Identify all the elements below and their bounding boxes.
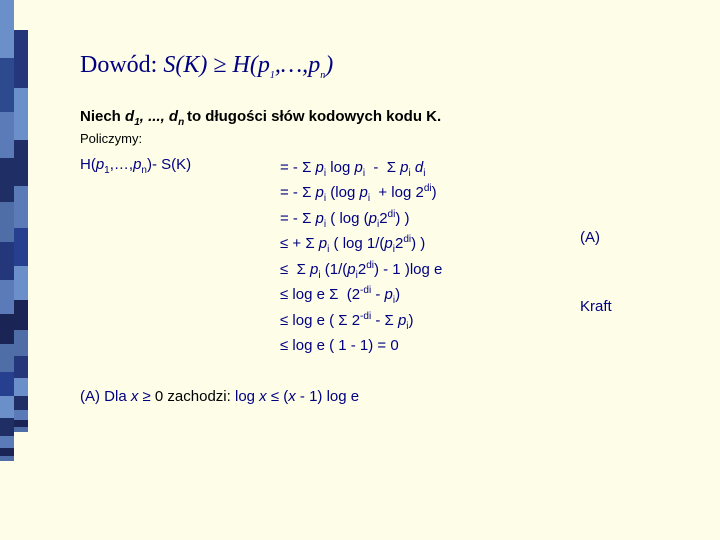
rhs-line-5: ≤ Σ pi (1/(pi2di) - 1 )log e [280,258,560,284]
annot-3 [580,202,612,225]
decorative-sidebar [0,0,36,540]
sidebar-stripe [0,202,14,242]
sidebar-stripe [14,330,28,356]
sidebar-stripe [14,410,28,420]
annot-2 [580,179,612,202]
sidebar-stripe [0,112,14,158]
sidebar-stripe [14,88,28,140]
rhs-line-7: ≤ log e ( Σ 2-di - Σ pi) [280,309,560,335]
sidebar-stripe [14,396,28,410]
annot-4: (A) [580,226,612,249]
footnote-mid: zachodzi: [163,388,235,405]
rhs-line-6: ≤ log e Σ (2-di - pi) [280,283,560,309]
sidebar-stripe [14,300,28,330]
intro-vars: d1, ..., dn [125,108,187,125]
sidebar-stripe [0,396,14,418]
footnote-pre: (A) Dla [80,388,131,405]
rhs-line-8: ≤ log e ( 1 - 1) = 0 [280,334,560,357]
sidebar-stripe [0,418,14,436]
title-prefix: Dowód: [80,52,163,78]
annot-6 [580,272,612,295]
annot-7: Kraft [580,295,612,318]
equation-block: H(p1,…,pn)- S(K) = - Σ pi log pi - Σ pi … [80,156,700,358]
sidebar-stripe [0,344,14,372]
sidebar-stripe [14,356,28,378]
rhs-line-3: = - Σ pi ( log (pi2di) ) [280,207,560,233]
intro-line2: Policzymy: [80,131,700,146]
sidebar-stripe [0,456,14,461]
annot-1 [580,156,612,179]
sidebar-stripe [14,228,28,266]
annotation-column: (A) Kraft [580,156,612,342]
sidebar-stripe [0,314,14,344]
rhs-line-4: ≤ + Σ pi ( log 1/(pi2di) ) [280,232,560,258]
sidebar-stripe [0,0,14,58]
equation-lhs: H(p1,…,pn)- S(K) [80,156,280,176]
equation-rhs-column: = - Σ pi log pi - Σ pi di = - Σ pi (log … [280,156,560,358]
sidebar-stripe [14,140,28,186]
sidebar-stripe [0,372,14,396]
title-formula: S(K) ≥ H(p1,…,pn) [163,52,333,78]
sidebar-stripe [0,436,14,448]
footnote-zero: 0 [155,388,163,405]
footnote-tail: log x ≤ (x - 1) log e [235,388,359,405]
slide-content: Dowód: S(K) ≥ H(p1,…,pn) Niech d1, ..., … [80,52,700,405]
footnote-cond: x ≥ [131,388,155,405]
rhs-line-2: = - Σ pi (log pi + log 2di) [280,181,560,207]
rhs-line-1: = - Σ pi log pi - Σ pi di [280,156,560,182]
sidebar-stripe [14,186,28,228]
sidebar-stripe [14,420,28,427]
sidebar-stripe [0,158,14,202]
intro-line1: Niech d1, ..., dn to długości słów kodow… [80,107,700,129]
footnote: (A) Dla x ≥ 0 zachodzi: log x ≤ (x - 1) … [80,388,700,405]
sidebar-stripe [14,427,28,432]
sidebar-stripe [0,242,14,280]
sidebar-stripe [0,280,14,314]
intro-post: to długości słów kodowych kodu K. [187,108,441,125]
sidebar-stripe [0,448,14,456]
annot-8 [580,319,612,342]
sidebar-stripe [0,58,14,112]
annot-5 [580,249,612,272]
slide-title: Dowód: S(K) ≥ H(p1,…,pn) [80,52,700,81]
sidebar-stripe [14,378,28,396]
intro-pre: Niech [80,108,125,125]
sidebar-stripe [14,30,28,88]
sidebar-stripe [14,266,28,300]
